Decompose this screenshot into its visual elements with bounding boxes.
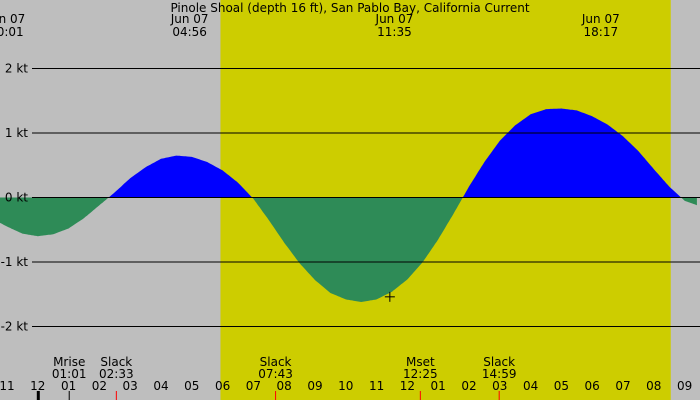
x-tick-label: 03	[492, 379, 507, 393]
event-time: 01:01	[52, 367, 87, 381]
x-tick-label: 07	[615, 379, 630, 393]
y-tick-label: 2 kt	[5, 62, 28, 76]
header-time: 04:56	[172, 25, 207, 39]
x-tick-label: 09	[307, 379, 322, 393]
chart-title: Pinole Shoal (depth 16 ft), San Pablo Ba…	[170, 1, 529, 15]
y-tick-label: 1 kt	[5, 126, 28, 140]
event-time: 14:59	[482, 367, 517, 381]
crosshair-marker	[384, 291, 395, 302]
event-name: Mset	[406, 355, 435, 369]
ebb-area-4	[681, 197, 697, 206]
event-name: Slack	[260, 355, 292, 369]
x-tick-label: 12	[400, 379, 415, 393]
header-date: Jun 07	[170, 12, 209, 26]
x-tick-label: 06	[215, 379, 230, 393]
x-tick-label: 10	[338, 379, 353, 393]
y-tick-label: -1 kt	[1, 255, 29, 269]
event-time: 12:25	[403, 367, 438, 381]
y-tick-labels: 2 kt 1 kt 0 kt -1 kt -2 kt	[1, 62, 29, 334]
flood-area-1	[108, 155, 253, 198]
event-time: 02:33	[99, 367, 134, 381]
header-date: Jun 07	[375, 12, 414, 26]
current-area-layer	[0, 108, 697, 302]
event-name: Slack	[483, 355, 515, 369]
x-tick-label: 08	[646, 379, 661, 393]
event-name: Mrise	[53, 355, 85, 369]
header-time: 11:35	[377, 25, 412, 39]
x-tick-label: 03	[123, 379, 138, 393]
event-time: 07:43	[258, 367, 293, 381]
x-tick-label: 11	[0, 379, 15, 393]
x-tick-label: 09	[677, 379, 692, 393]
header-time: 00:01	[0, 25, 24, 39]
y-tick-label: -2 kt	[1, 320, 29, 334]
header-date: Jun 07	[0, 12, 25, 26]
x-tick-label: 02	[92, 379, 107, 393]
y-tick-label: 0 kt	[5, 191, 28, 205]
x-tick-label: 05	[554, 379, 569, 393]
x-tick-label: 07	[246, 379, 261, 393]
x-tick-label: 12	[30, 379, 45, 393]
header-time: 18:17	[584, 25, 619, 39]
x-tick-label: 01	[431, 379, 446, 393]
ebb-area-2	[252, 197, 463, 302]
x-tick-label: 02	[461, 379, 476, 393]
flood-area-3	[462, 108, 682, 198]
x-tick-label: 04	[523, 379, 538, 393]
ebb-area-0	[0, 197, 109, 237]
event-markers	[36, 391, 500, 400]
grid-lines	[32, 68, 700, 327]
x-tick-label: 06	[585, 379, 600, 393]
x-tick-label: 08	[277, 379, 292, 393]
x-tick-label: 04	[153, 379, 168, 393]
x-tick-label: 05	[184, 379, 199, 393]
header-date: Jun 07	[581, 12, 620, 26]
midnight-marker	[36, 391, 40, 400]
event-name: Slack	[100, 355, 132, 369]
x-tick-labels: 11 12 01 02 03 04 05 06 07 08 09 10 11 12 01 02 03 04 05 06…	[0, 379, 692, 393]
x-tick-label: 11	[369, 379, 384, 393]
x-tick-label: 01	[61, 379, 76, 393]
event-labels: Mrise01:01Slack02:33Slack07:43Mset12:25S…	[52, 355, 517, 381]
